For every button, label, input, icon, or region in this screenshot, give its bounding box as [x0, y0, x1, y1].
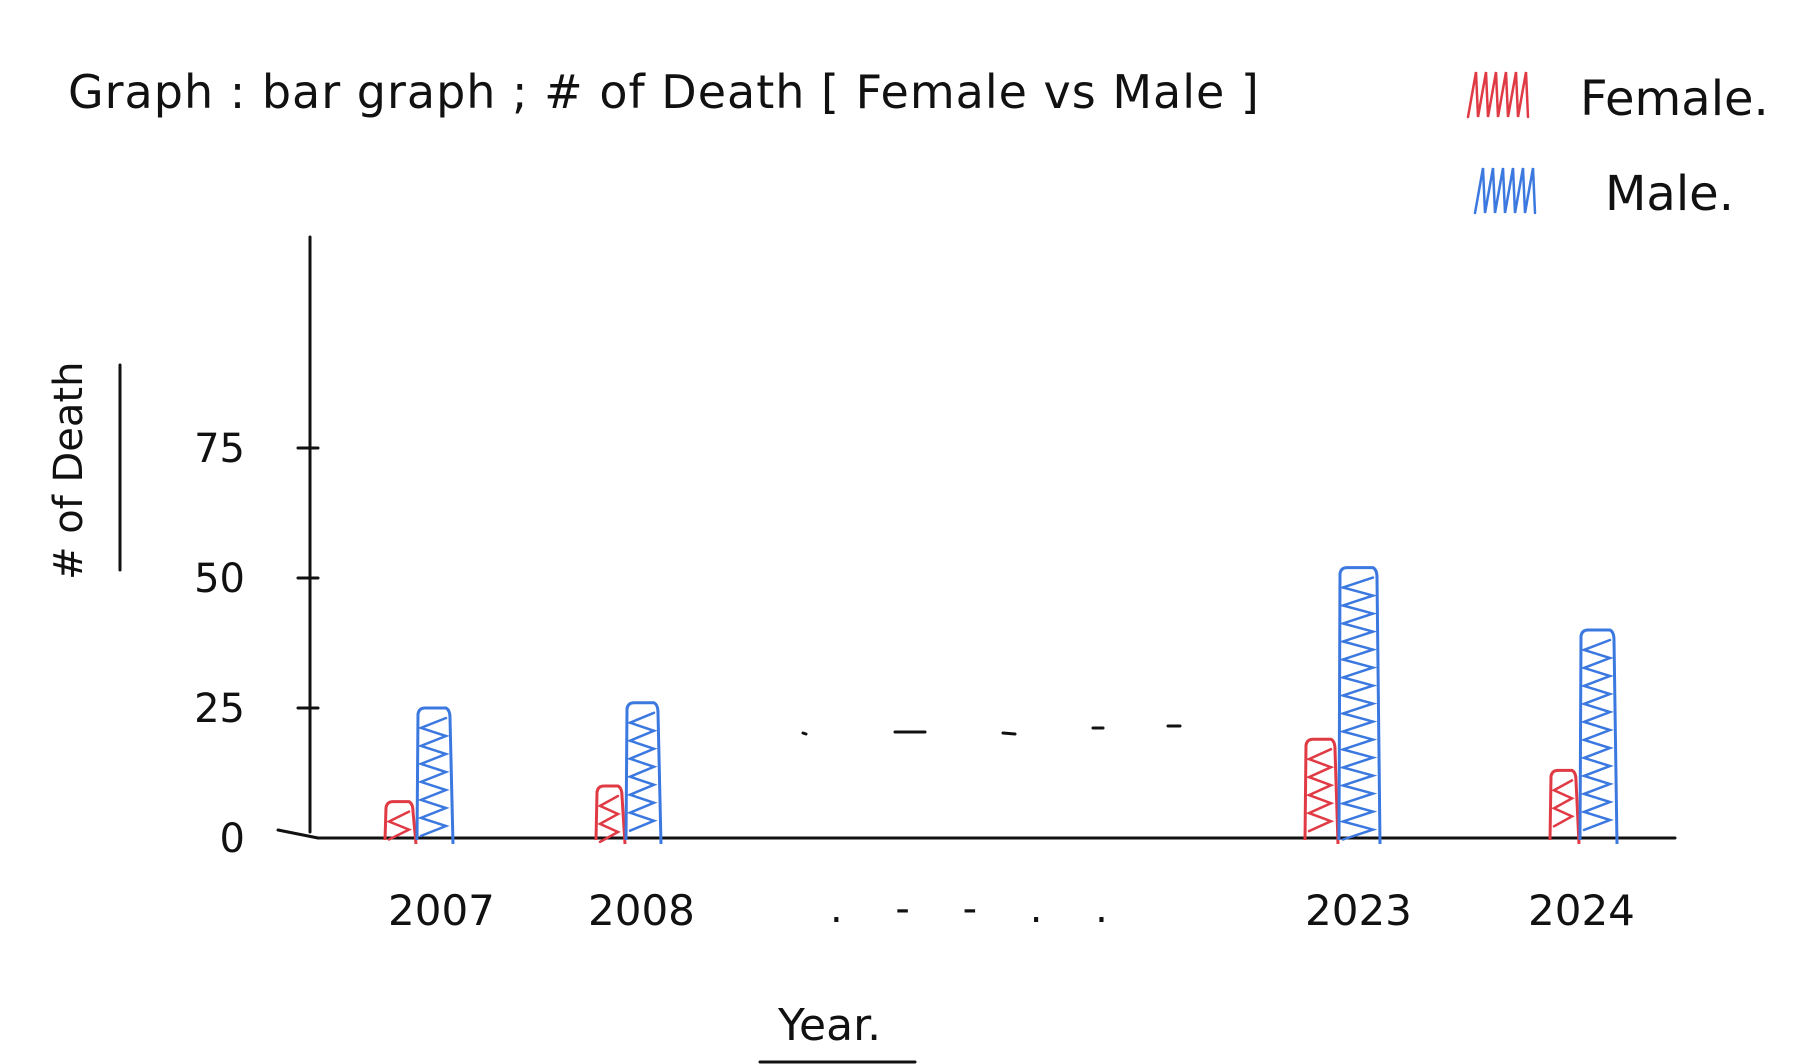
bar-male-2023 [1337, 566, 1382, 845]
chart-title: Graph : bar graph ; # of Death [ Female … [68, 65, 1260, 119]
x-tick-label-2007: 2007 [388, 886, 495, 935]
bar-outline [415, 706, 455, 845]
bar-male-2008 [624, 701, 663, 845]
x-gap-label: . - - . . [830, 886, 1128, 932]
y-tick-label: 0 [220, 816, 245, 862]
bar-male-2024 [1578, 628, 1619, 845]
y-tick-mark [276, 828, 320, 840]
bar-hatch [597, 794, 621, 844]
bar-hatch [1338, 576, 1378, 841]
bar-hatch [385, 810, 413, 841]
legend-label-male: Male. [1605, 166, 1734, 222]
legend-swatch-scribble [1466, 71, 1530, 119]
bar-outline [624, 701, 663, 845]
bar-female-2023 [1303, 737, 1340, 845]
gap-dashes [801, 724, 1182, 736]
bar-female-2024 [1548, 768, 1581, 845]
bar-outline [594, 784, 627, 845]
legend-swatch-male [1473, 167, 1537, 215]
bar-hatch [1580, 638, 1614, 832]
gap-dash [801, 731, 808, 736]
bar-hatch [626, 711, 658, 832]
legend: Female. Male. [1466, 71, 1769, 222]
bar-outline [383, 800, 418, 845]
bars [383, 566, 1619, 845]
bar-outline [1578, 628, 1619, 845]
x-axis-label: Year. [777, 1000, 881, 1051]
bar-hatch [1551, 779, 1575, 828]
bar-female-2007 [383, 800, 418, 845]
x-tick-label-2023: 2023 [1305, 886, 1412, 935]
bar-female-2008 [594, 784, 627, 845]
y-ticks: 0 25 50 75 [194, 426, 320, 862]
y-axis-label: # of Death [46, 362, 92, 580]
x-tick-label-2008: 2008 [588, 886, 695, 935]
bar-hatch [417, 716, 450, 838]
bar-outline [1337, 566, 1382, 845]
y-tick-label: 75 [194, 426, 245, 472]
bar-hatch [1305, 747, 1335, 833]
legend-swatch-scribble [1473, 167, 1537, 215]
y-tick-label: 50 [194, 556, 245, 602]
y-tick-label: 25 [194, 686, 245, 732]
bar-outline [1548, 768, 1581, 845]
x-tick-label-2024: 2024 [1528, 886, 1635, 935]
legend-label-female: Female. [1580, 71, 1769, 127]
gap-dash [1001, 731, 1017, 736]
bar-male-2007 [415, 706, 455, 845]
legend-swatch-female [1466, 71, 1530, 119]
bar-outline [1303, 737, 1340, 845]
